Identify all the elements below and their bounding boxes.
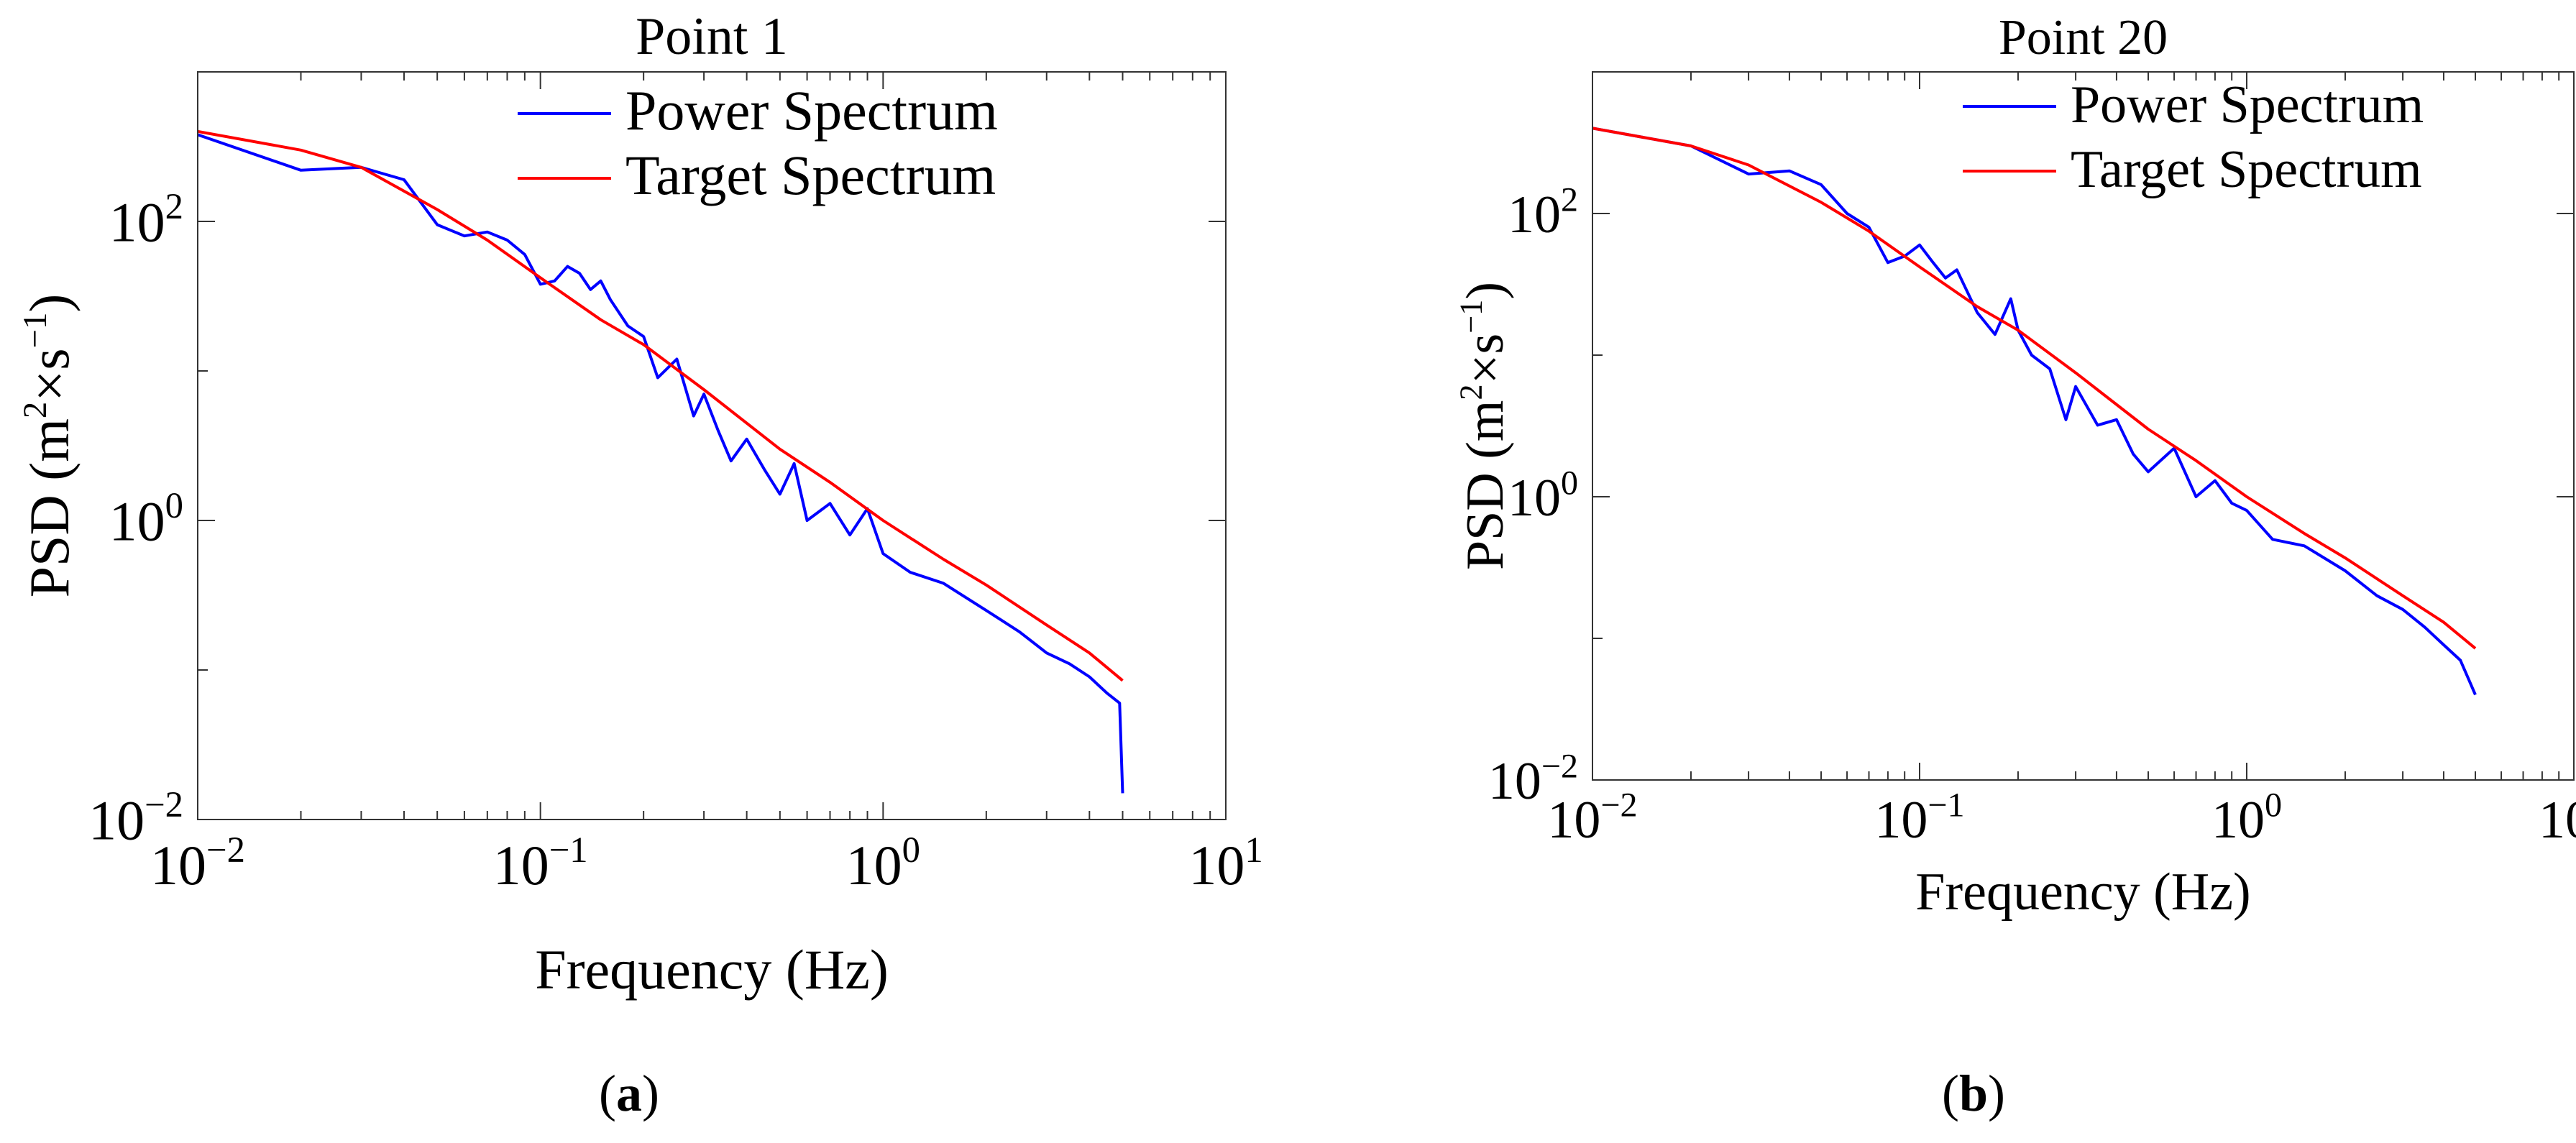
chart-a-x-tick-label: 101 [1188,830,1262,896]
chart-b-axes-frame [1592,71,2575,781]
panel-label-b-letter: b [1958,1065,1989,1122]
chart-a-legend-label: Target Spectrum [625,144,996,206]
chart-a-y-tick-label: 10−2 [88,784,183,851]
panel-label-a: (a) [599,1065,659,1122]
chart-b-x-tick-label: 101 [2539,786,2576,850]
chart-a-y-tick-label: 100 [109,485,183,552]
panel-label-a-letter: a [616,1065,642,1122]
chart-b-series-power-spectrum-line [1592,127,2477,696]
chart-b-svg: Point 20 10−2 10−1 100 101 10−2 100 102 Frequenc… [1452,10,2576,922]
chart-a-y-axis-label: PSD (m2×s−1) [17,294,81,598]
chart-a-legend-label: Power Spectrum [625,79,998,142]
chart-a-svg: Point 1 10−2 10−1 100 101 10−2 100 102 Frequency… [17,7,1263,1001]
chart-a-x-tick-label: 10−1 [493,830,588,896]
chart-b-y-axis-label: PSD (m2×s−1) [1452,282,1515,570]
figure-panel-b: Point 20 10−2 10−1 100 101 10−2 100 102 Frequenc… [1287,0,2576,1139]
chart-a-x-tick-label: 100 [846,830,920,896]
chart-b-y-tick-label: 10−2 [1488,747,1578,811]
panel-label-b: (b) [1941,1065,2005,1122]
chart-b-legend-label: Power Spectrum [2071,75,2424,134]
chart-a-plot-area [198,129,1124,794]
chart-b-x-axis-label: Frequency (Hz) [1915,863,2250,922]
chart-a-x-axis-label: Frequency (Hz) [535,938,889,1001]
chart-b-y-tick-label: 102 [1508,180,1578,244]
chart-a-series-power-spectrum-line [198,133,1124,794]
chart-b-legend-label: Target Spectrum [2071,140,2422,199]
chart-a-x-tick-label: 10−2 [150,830,245,896]
chart-a-axes-frame [197,71,1227,820]
chart-b-y-tick-label: 100 [1508,464,1578,528]
chart-b-x-tick-label: 10−1 [1874,786,1964,850]
chart-a-title: Point 1 [636,7,788,66]
chart-a-y-tick-label: 102 [109,186,183,253]
chart-b-x-tick-label: 10−2 [1547,786,1637,850]
figure-panel-a: Point 1 10−2 10−1 100 101 10−2 100 102 Frequency… [0,0,1287,1139]
chart-b-plot-area [1592,127,2477,696]
chart-b-x-tick-label: 100 [2211,786,2282,850]
chart-b-title: Point 20 [1999,10,2168,65]
chart-a-series-target-spectrum-line [198,129,1124,682]
chart-b-series-target-spectrum-line [1592,127,2477,650]
